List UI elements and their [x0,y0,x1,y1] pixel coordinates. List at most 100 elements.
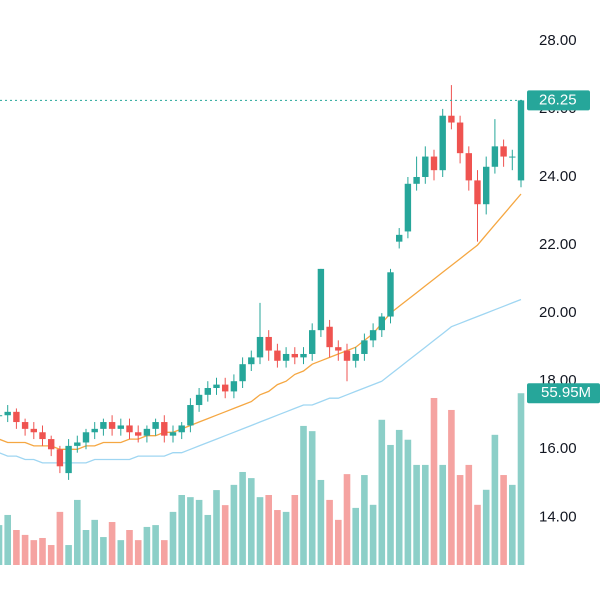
x-tick-label: Thg [499,571,525,588]
volume-bar [265,495,272,565]
volume-bar [369,504,377,565]
candle-body [222,384,229,392]
candle-body [4,411,11,416]
candle-body [517,100,525,181]
volume-bar [474,504,481,565]
candle-body [430,156,438,171]
volume-bar [74,499,81,565]
volume-bar [413,464,420,565]
candle-body [326,326,333,348]
candle-body [387,272,394,317]
volume-bar [39,537,46,565]
volume-bar [134,540,142,565]
candle-body [483,166,490,205]
volume-bar [161,540,168,565]
volume-bar [126,530,133,565]
volume-bar [82,530,90,565]
volume-bar [500,475,507,565]
volume-bar [387,444,394,565]
volume-bar [4,514,11,565]
candle-body [30,428,37,433]
volume-bar [439,464,446,565]
candle-body [256,336,264,358]
last-price-box [527,90,590,111]
candle-body [21,422,29,429]
candle-body [309,330,316,354]
volume-bar [361,475,368,565]
volume-bar [282,511,290,565]
volume-bar [47,545,55,565]
y-tick-label: 20.00 [539,304,577,321]
plot-area: Thg 6 Thg 7 Thg 8 Thg [0,85,525,588]
candle-body [169,432,177,436]
candle-body [474,180,481,205]
candle-body [117,425,124,429]
candle-body [187,405,194,426]
x-tick-label: Thg 7 [136,571,174,588]
y-tick-label: 22.00 [539,236,577,253]
volume-bar [143,526,151,565]
candle-body [413,176,420,184]
volume-bar [65,545,72,565]
volume-bar [56,511,64,565]
candle-body [152,422,159,429]
moving-average [0,298,522,464]
candle-body [108,422,116,429]
volume-bar [248,478,255,565]
candle-body [65,445,72,474]
volume-bar [30,540,38,565]
volume-bar [465,464,473,565]
volume-bar [178,495,185,565]
candle-body [456,122,464,154]
volume-bar [204,514,212,565]
y-tick-label: 14.00 [539,508,577,525]
candle-body [0,415,3,417]
candle-body [448,115,455,123]
candle-body [491,146,499,167]
volume-bar [0,525,3,565]
volume-bar [187,497,194,565]
volume-bar [300,425,307,565]
candle-body [352,353,359,361]
candle-body [248,357,255,365]
candle-body [335,347,342,351]
candle-body [39,432,46,440]
candle-body [100,422,107,429]
candle-body [143,428,151,436]
volume-bar [100,537,107,565]
volume-bar [91,519,98,565]
candle-body [213,384,220,389]
volume-bar [326,499,333,565]
volume-bar [274,510,281,565]
last-volume-box [527,383,600,404]
volume-bar [117,540,125,565]
candle-body [396,234,403,242]
candle-body [282,353,290,361]
candle-body [500,146,507,157]
candle-body [465,153,472,181]
candle-body [126,425,133,433]
volume-bar [256,497,264,565]
volume-bar [291,495,299,565]
moving-average [0,193,522,450]
candle-body [343,350,351,361]
candle-body [300,353,307,358]
volume-bar [335,519,342,565]
candle-body [56,449,64,467]
volume-bar [108,522,116,565]
candle-body [378,316,385,331]
y-tick-label: 28.00 [539,32,577,49]
y-tick-label: 24.00 [539,168,577,185]
volume-bar [169,511,177,565]
volume-bar [352,507,359,565]
candle-body [369,330,377,341]
volume-bar [517,393,525,565]
candle-body [265,336,272,351]
candle-body [74,442,81,446]
volume-bar [378,419,386,565]
candle-body [48,439,55,450]
candle-body [422,156,429,177]
candle-body [178,425,185,433]
